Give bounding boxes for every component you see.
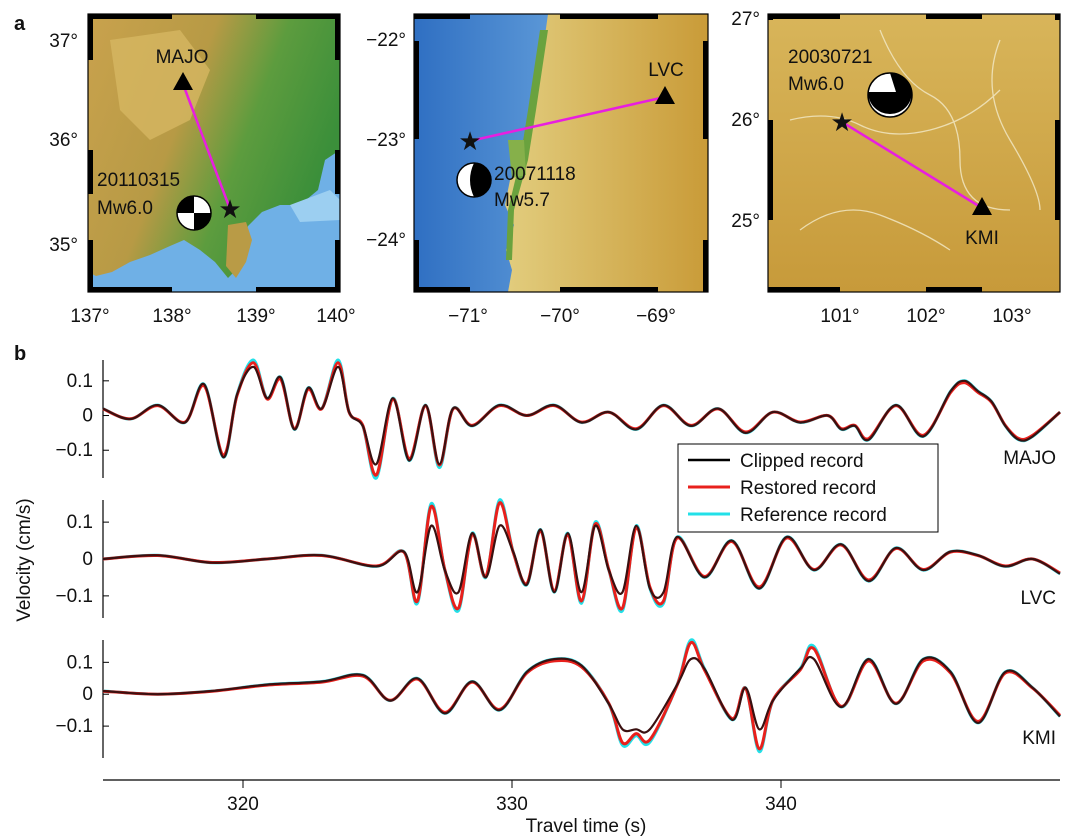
- map3-river-valleys: [789, 29, 1041, 251]
- panel-letter-a: a: [14, 13, 26, 35]
- x-tick-label: 340: [765, 794, 797, 815]
- restored-record-line: [102, 641, 1062, 751]
- trace-station-label: KMI: [1022, 728, 1056, 749]
- station-triangle-icon: [173, 72, 193, 90]
- epicenter-star-icon: ★: [458, 126, 481, 156]
- clipped-record-line: [102, 655, 1061, 734]
- map3-xtick: 102°: [906, 306, 945, 327]
- map2-land: [505, 14, 708, 292]
- map1-xtick: 139°: [236, 306, 275, 327]
- map3-xtick: 101°: [820, 306, 859, 327]
- panel-letter-b: b: [14, 343, 26, 365]
- x-tick-label: 330: [496, 794, 528, 815]
- map1-coast-shoals: [290, 190, 340, 222]
- legend-label: Restored record: [740, 478, 876, 499]
- map3-path: [841, 120, 983, 210]
- map1-ytick: 35°: [49, 235, 78, 256]
- station-triangle-icon: [655, 86, 675, 104]
- map1-station-label: MAJO: [156, 47, 209, 68]
- x-axis-ticks: [242, 780, 782, 788]
- map1-ytick: 37°: [49, 31, 78, 52]
- map2-path: [469, 95, 666, 143]
- map1-ytick: 36°: [49, 130, 78, 151]
- epicenter-star-icon: ★: [830, 107, 853, 137]
- map2-event-date: 20071118: [494, 164, 576, 185]
- beachball-icon: [456, 162, 492, 198]
- beachball-icon: [867, 72, 913, 118]
- trace-majo: 0.1 0 −0.1: [55, 358, 1061, 480]
- map2-event-mag: Mw5.7: [494, 190, 550, 211]
- clipped-record-line: [102, 365, 1061, 466]
- map2-ytick: −24°: [366, 230, 406, 251]
- trace-station-label: LVC: [1020, 588, 1056, 609]
- beachball-icon: [176, 195, 212, 231]
- trace-station-label: MAJO: [1003, 448, 1056, 469]
- waveform-panel: Velocity (cm/s) Travel time (s) 320 330 …: [14, 358, 1062, 837]
- y-tick-label: 0.1: [67, 652, 93, 673]
- map2-bay-land: [508, 140, 526, 178]
- legend-label: Reference record: [740, 505, 887, 526]
- legend: Clipped record Restored record Reference…: [677, 443, 939, 533]
- map2-frame-ticks: [414, 14, 708, 292]
- map1-xtick: 137°: [70, 306, 109, 327]
- epicenter-star-icon: ★: [218, 194, 241, 224]
- map3-station-label: KMI: [965, 228, 999, 249]
- map1-frame-ticks: [88, 14, 340, 292]
- map1-path: [181, 83, 232, 210]
- map2-xtick: −69°: [636, 306, 676, 327]
- clipped-record-line: [102, 524, 1061, 599]
- trace-lvc: 0.1 0 −0.1: [55, 498, 1061, 618]
- y-tick-label: 0.1: [67, 371, 93, 392]
- map2-xtick: −71°: [448, 306, 488, 327]
- map3-land: [768, 14, 1060, 292]
- x-axis-label: Travel time (s): [526, 816, 647, 837]
- map-majo: 137° 138° 139° 140° 37° 36° 35° MAJO ★ 2…: [49, 13, 356, 327]
- map-kmi: 101° 102° 103° 27° 26° 25° KMI ★ 2003072…: [731, 9, 1061, 327]
- map3-ytick: 25°: [731, 211, 760, 232]
- map2-ytick: −23°: [366, 130, 406, 151]
- map1-event-date: 20110315: [97, 170, 180, 191]
- y-tick-label: 0: [82, 684, 93, 705]
- map1-event-mag: Mw6.0: [97, 198, 153, 219]
- map3-xtick: 103°: [992, 306, 1031, 327]
- reference-record-line: [102, 638, 1062, 754]
- trace-kmi: 0.1 0 −0.1: [55, 638, 1062, 758]
- map1-xtick: 140°: [316, 306, 355, 327]
- map3-ytick: 26°: [731, 110, 760, 131]
- y-tick-label: −0.1: [55, 716, 93, 737]
- map2-station-label: LVC: [648, 60, 684, 81]
- map3-frame-ticks: [768, 14, 1060, 292]
- x-tick-label: 320: [227, 794, 259, 815]
- legend-label: Clipped record: [740, 451, 864, 472]
- map1-peninsula: [226, 222, 252, 278]
- y-tick-label: 0: [82, 406, 93, 427]
- y-tick-label: 0: [82, 549, 93, 570]
- station-triangle-icon: [972, 197, 992, 215]
- y-axis-label: Velocity (cm/s): [14, 498, 35, 622]
- map2-ytick: −22°: [366, 30, 406, 51]
- y-tick-label: −0.1: [55, 586, 93, 607]
- map3-ytick: 27°: [731, 9, 760, 30]
- map2-coastal-strip: [506, 30, 548, 260]
- y-tick-label: −0.1: [55, 440, 93, 461]
- map3-event-date: 20030721: [788, 47, 873, 68]
- map2-xtick: −70°: [540, 306, 580, 327]
- map1-xtick: 138°: [152, 306, 191, 327]
- map1-mountain-patch: [110, 30, 210, 140]
- y-tick-label: 0.1: [67, 512, 93, 533]
- map-lvc: −71° −70° −69° −22° −23° −24° LVC ★ 2007…: [366, 13, 709, 327]
- map3-event-mag: Mw6.0: [788, 74, 844, 95]
